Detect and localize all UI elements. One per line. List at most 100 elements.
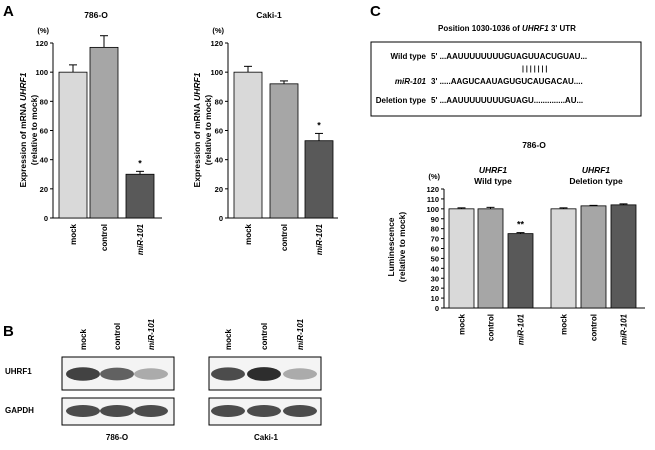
- group-gene-label: UHRF1: [582, 165, 611, 175]
- significance-marker: *: [138, 158, 142, 168]
- category-label: miR-101: [315, 223, 324, 255]
- sequence-row-label: Deletion type: [376, 96, 427, 105]
- group-gene-label: UHRF1: [479, 165, 508, 175]
- bar: [58, 71, 88, 219]
- category-label: mock: [458, 313, 467, 334]
- blot-786o: mock control miR-101: [61, 318, 175, 426]
- bar: [269, 83, 299, 219]
- category-label: mock: [69, 223, 78, 244]
- y-tick-label: 40: [40, 156, 48, 165]
- y-tick-label: 20: [215, 185, 223, 194]
- y-tick-label: 80: [40, 97, 48, 106]
- category-label: mock: [244, 223, 253, 244]
- y-tick-label: 20: [431, 284, 439, 293]
- y-tick-label: 80: [215, 97, 223, 106]
- blot-band-uhrf1: [211, 367, 245, 381]
- y-tick-label: 0: [435, 304, 439, 313]
- category-label: control: [590, 314, 599, 341]
- chart-786o-mrna: 0 20 40 60 80 100 120 (%) 786-O Expression of mRN…: [18, 10, 162, 255]
- y-tick-label: 60: [431, 245, 439, 254]
- blot-band-uhrf1: [100, 367, 134, 381]
- bar: [89, 46, 119, 219]
- y-tick-label: 110: [427, 195, 439, 204]
- bar: [477, 208, 504, 309]
- y-axis-label-sub: (relative to mock): [203, 95, 213, 166]
- panel-label-a: A: [3, 3, 14, 20]
- chart-title: Caki-1: [256, 10, 282, 20]
- sequence-row-seq: 5' ...AAUUUUUUUUGUAGU..............AU...: [431, 96, 583, 105]
- sequence-row-seq: 3' .....AAGUCAAUAGUGUCAUGACAU....: [431, 77, 583, 86]
- category-label: miR-101: [136, 223, 145, 255]
- y-tick-label: 10: [431, 294, 439, 303]
- sequence-row-seq: 5' ...AAUUUUUUUUGUAGUUACUGUAU...: [431, 52, 587, 61]
- y-tick-label: 120: [426, 185, 439, 194]
- blot-lane-label: mock: [79, 329, 88, 350]
- y-tick-label: 40: [215, 156, 223, 165]
- blot-band-gapdh: [211, 405, 245, 417]
- y-tick-label: 120: [35, 39, 48, 48]
- bar: [580, 205, 607, 309]
- y-unit-label: (%): [37, 26, 49, 35]
- chart-caki1-mrna: 0 20 40 60 80 100 120 (%) Caki-1 Expression of mR…: [192, 10, 338, 255]
- y-tick-label: 30: [431, 274, 439, 283]
- blot-caki1: mock control miR-101: [208, 318, 322, 426]
- blot-band-uhrf1: [247, 367, 281, 381]
- bar: [507, 233, 534, 309]
- chart-title: 786-O: [522, 140, 546, 150]
- y-axis-label-sub: (relative to mock): [397, 212, 407, 283]
- y-axis-label: Luminescence: [386, 217, 396, 276]
- y-tick-label: 40: [431, 264, 439, 273]
- chart-title: 786-O: [84, 10, 108, 20]
- sequence-box: Position 1030-1036 of UHRF1 3' UTR Wild …: [370, 24, 642, 117]
- blot-band-gapdh: [283, 405, 317, 417]
- y-tick-label: 70: [431, 235, 439, 244]
- bar: [448, 208, 475, 309]
- sequence-row-label: Wild type: [391, 52, 427, 61]
- blot-row-label: GAPDH: [5, 406, 34, 415]
- category-label: control: [487, 314, 496, 341]
- bar: [233, 71, 263, 219]
- y-tick-label: 60: [215, 127, 223, 136]
- blot-band-uhrf1: [66, 367, 100, 381]
- blot-band-gapdh: [100, 405, 134, 417]
- category-label: control: [100, 224, 109, 251]
- y-tick-label: 50: [431, 254, 439, 263]
- y-tick-label: 100: [210, 68, 223, 77]
- blot-band-gapdh: [66, 405, 100, 417]
- bar: [125, 173, 155, 219]
- blot-row-label: UHRF1: [5, 367, 32, 376]
- blot-band-uhrf1: [134, 368, 168, 380]
- significance-marker: **: [517, 220, 525, 230]
- y-tick-label: 80: [431, 225, 439, 234]
- bar: [610, 204, 637, 309]
- group-label: Wild type: [474, 176, 512, 186]
- panel-label-c: C: [370, 3, 381, 20]
- sequence-pairing: | | | | | | |: [522, 66, 547, 73]
- panel-label-b: B: [3, 323, 14, 340]
- y-tick-label: 120: [210, 39, 223, 48]
- sequence-row-label: miR-101: [395, 77, 427, 86]
- sequence-box-frame: [370, 41, 642, 117]
- y-axis-label-sub: (relative to mock): [29, 95, 39, 166]
- category-label: control: [280, 224, 289, 251]
- blot-lane-label: control: [113, 323, 122, 350]
- western-blot-panel: UHRF1 GAPDH mock control miR-101 mock contr…: [5, 318, 322, 442]
- y-tick-label: 0: [219, 214, 223, 223]
- blot-band-uhrf1: [283, 368, 317, 380]
- y-tick-label: 20: [40, 185, 48, 194]
- category-label: mock: [560, 313, 569, 334]
- blot-lane-label: control: [260, 323, 269, 350]
- bar: [304, 140, 334, 219]
- significance-marker: *: [317, 120, 321, 130]
- blot-lane-label: mock: [224, 329, 233, 350]
- y-axis-label: Expression of mRNA UHRF1: [18, 72, 28, 187]
- group-label: Deletion type: [569, 176, 623, 186]
- blot-cell-line-label: 786-O: [106, 433, 128, 442]
- blot-lane-label: miR-101: [296, 318, 305, 350]
- blot-cell-line-label: Caki-1: [254, 433, 279, 442]
- y-tick-label: 90: [431, 215, 439, 224]
- sequence-title: Position 1030-1036 of UHRF1 3' UTR: [438, 24, 576, 33]
- y-tick-label: 100: [35, 68, 48, 77]
